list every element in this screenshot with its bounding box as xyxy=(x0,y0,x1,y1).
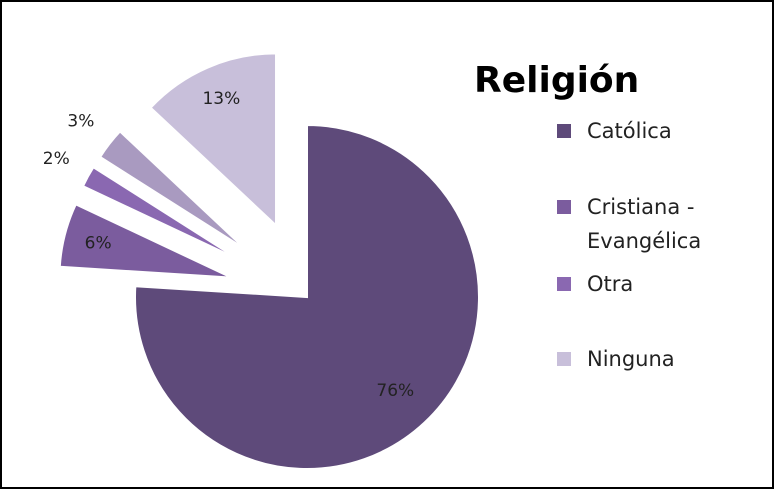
pie-slice xyxy=(98,130,247,251)
data-label: 6% xyxy=(85,233,112,253)
legend-item: Ninguna xyxy=(557,342,757,376)
legend-label: Ninguna xyxy=(587,347,675,371)
legend-item: Católica xyxy=(557,114,757,148)
pie-slice xyxy=(149,52,278,228)
legend-item: Cristiana - Evangélica xyxy=(557,190,757,258)
legend-label: Cristiana - Evangélica xyxy=(587,195,702,253)
legend-label: Católica xyxy=(587,119,672,143)
pie-slice xyxy=(134,123,480,470)
data-label: 13% xyxy=(202,89,240,109)
pie-slice xyxy=(81,165,240,261)
legend-swatch xyxy=(557,124,571,138)
pie-slice xyxy=(58,203,232,279)
legend-item: Otra xyxy=(557,267,757,301)
chart-title: Religión xyxy=(474,60,640,101)
legend-swatch xyxy=(557,200,571,214)
data-label: 2% xyxy=(43,149,70,169)
legend-swatch xyxy=(557,277,571,291)
data-label: 76% xyxy=(376,381,414,401)
data-label: 3% xyxy=(67,112,94,132)
legend-swatch xyxy=(557,352,571,366)
legend-label: Otra xyxy=(587,272,634,296)
